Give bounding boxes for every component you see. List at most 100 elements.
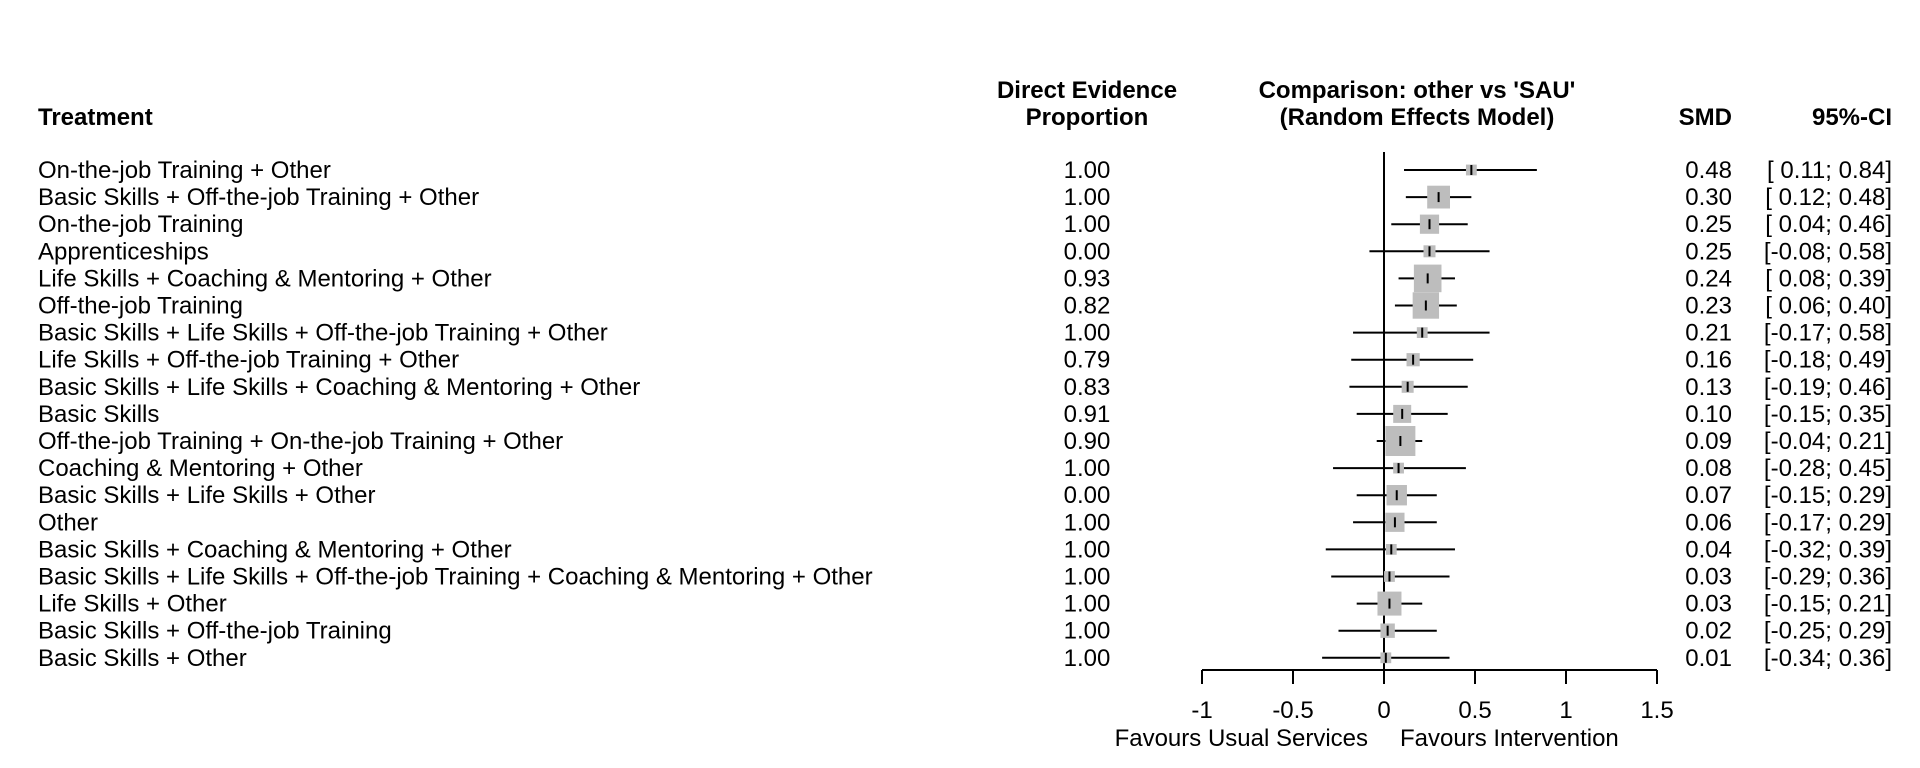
smd-value: 0.30 [1685, 184, 1732, 211]
ci-value: [ 0.08; 0.39] [1765, 265, 1892, 292]
ci-value: [-0.04; 0.21] [1764, 428, 1892, 455]
smd-value: 0.03 [1685, 591, 1732, 618]
direct-evidence-proportion: 1.00 [1064, 509, 1111, 536]
header-ci: 95%-CI [1812, 104, 1892, 131]
direct-evidence-proportion: 0.91 [1064, 401, 1111, 428]
smd-value: 0.08 [1685, 455, 1732, 482]
forest-row: Basic Skills + Life Skills + Coaching & … [38, 374, 1892, 401]
direct-evidence-proportion: 1.00 [1064, 211, 1111, 238]
header-proportion-line1: Direct Evidence [997, 77, 1177, 104]
direct-evidence-proportion: 1.00 [1064, 591, 1111, 618]
direct-evidence-proportion: 0.82 [1064, 293, 1111, 320]
treatment-label: Coaching & Mentoring + Other [38, 455, 363, 482]
forest-row: Life Skills + Off-the-job Training + Oth… [38, 347, 1892, 374]
treatment-label: On-the-job Training + Other [38, 157, 331, 184]
direct-evidence-proportion: 1.00 [1064, 645, 1111, 672]
ci-value: [-0.15; 0.29] [1764, 482, 1892, 509]
header-comparison-line1: Comparison: other vs 'SAU' [1259, 77, 1576, 104]
ci-value: [ 0.12; 0.48] [1765, 184, 1892, 211]
forest-row: Off-the-job Training + On-the-job Traini… [38, 426, 1892, 456]
smd-value: 0.07 [1685, 482, 1732, 509]
smd-value: 0.21 [1685, 320, 1732, 347]
smd-value: 0.48 [1685, 157, 1732, 184]
treatment-label: On-the-job Training [38, 211, 243, 238]
ci-value: [ 0.04; 0.46] [1765, 211, 1892, 238]
direct-evidence-proportion: 0.93 [1064, 265, 1111, 292]
treatment-label: Off-the-job Training + On-the-job Traini… [38, 428, 563, 455]
forest-row: Basic Skills + Other 1.00 0.01 [-0.34; 0.36… [38, 645, 1892, 672]
ci-value: [-0.08; 0.58] [1764, 238, 1892, 265]
x-axis-tick-label: 0 [1377, 697, 1390, 724]
x-axis-tick-label: -1 [1191, 697, 1212, 724]
direct-evidence-proportion: 1.00 [1064, 564, 1111, 591]
smd-value: 0.23 [1685, 293, 1732, 320]
ci-value: [-0.19; 0.46] [1764, 374, 1892, 401]
smd-value: 0.09 [1685, 428, 1732, 455]
favours-intervention-label: Favours Intervention [1400, 725, 1619, 752]
forest-row: On-the-job Training + Other 1.00 0.48 [ 0.1… [38, 157, 1892, 184]
x-axis-tick-label: 1.5 [1640, 697, 1673, 724]
forest-row: Basic Skills + Life Skills + Other 0.00 0.… [38, 482, 1892, 509]
forest-row: Basic Skills 0.91 0.10 [-0.15; 0.35] [38, 401, 1892, 428]
ci-value: [-0.17; 0.29] [1764, 509, 1892, 536]
forest-row: Coaching & Mentoring + Other 1.00 0.08 [-0.… [38, 455, 1892, 482]
header-proportion-line2: Proportion [1026, 104, 1149, 131]
ci-value: [-0.15; 0.35] [1764, 401, 1892, 428]
smd-value: 0.10 [1685, 401, 1732, 428]
header-comparison-line2: (Random Effects Model) [1280, 104, 1555, 131]
forest-row: Basic Skills + Life Skills + Off-the-job… [38, 320, 1892, 347]
direct-evidence-proportion: 0.90 [1064, 428, 1111, 455]
ci-value: [-0.34; 0.36] [1764, 645, 1892, 672]
direct-evidence-proportion: 1.00 [1064, 618, 1111, 645]
forest-row: Life Skills + Coaching & Mentoring + Oth… [38, 264, 1892, 292]
smd-value: 0.04 [1685, 536, 1732, 563]
direct-evidence-proportion: 0.83 [1064, 374, 1111, 401]
x-axis-tick-label: 1 [1559, 697, 1572, 724]
favours-usual-services-label: Favours Usual Services [1115, 725, 1368, 752]
smd-value: 0.13 [1685, 374, 1732, 401]
ci-value: [ 0.06; 0.40] [1765, 293, 1892, 320]
smd-value: 0.25 [1685, 238, 1732, 265]
smd-value: 0.25 [1685, 211, 1732, 238]
forest-row: Basic Skills + Coaching & Mentoring + Ot… [38, 536, 1892, 563]
treatment-label: Basic Skills + Life Skills + Off-the-job… [38, 564, 873, 591]
x-axis-tick-label: 0.5 [1458, 697, 1491, 724]
treatment-label: Life Skills + Other [38, 591, 227, 618]
direct-evidence-proportion: 0.00 [1064, 238, 1111, 265]
ci-value: [-0.28; 0.45] [1764, 455, 1892, 482]
forest-row: Basic Skills + Off-the-job Training + Ot… [38, 184, 1892, 211]
treatment-label: Apprenticeships [38, 238, 209, 265]
ci-value: [-0.18; 0.49] [1764, 347, 1892, 374]
forest-row: Other 1.00 0.06 [-0.17; 0.29] [38, 509, 1892, 536]
treatment-label: Basic Skills + Life Skills + Other [38, 482, 375, 509]
smd-value: 0.24 [1685, 265, 1732, 292]
direct-evidence-proportion: 1.00 [1064, 320, 1111, 347]
ci-value: [-0.17; 0.58] [1764, 320, 1892, 347]
treatment-label: Basic Skills + Other [38, 645, 247, 672]
smd-value: 0.03 [1685, 564, 1732, 591]
direct-evidence-proportion: 1.00 [1064, 455, 1111, 482]
header-treatment: Treatment [38, 104, 153, 131]
ci-value: [-0.25; 0.29] [1764, 618, 1892, 645]
treatment-label: Off-the-job Training [38, 293, 243, 320]
x-axis: -1 -0.5 0 0.5 1 1.5 Favours Usual Services Favo… [1115, 669, 1674, 752]
treatment-label: Life Skills + Off-the-job Training + Oth… [38, 347, 459, 374]
direct-evidence-proportion: 0.79 [1064, 347, 1111, 374]
treatment-label: Basic Skills [38, 401, 159, 428]
direct-evidence-proportion: 1.00 [1064, 157, 1111, 184]
treatment-label: Basic Skills + Off-the-job Training [38, 618, 392, 645]
forest-row: Life Skills + Other 1.00 0.03 [-0.15; 0.21] [38, 591, 1892, 618]
forest-row: On-the-job Training 1.00 0.25 [ 0.04; 0.46] [38, 211, 1892, 238]
smd-value: 0.02 [1685, 618, 1732, 645]
ci-value: [-0.15; 0.21] [1764, 591, 1892, 618]
ci-value: [ 0.11; 0.84] [1767, 157, 1892, 184]
smd-value: 0.06 [1685, 509, 1732, 536]
x-axis-tick-label: -0.5 [1272, 697, 1313, 724]
ci-value: [-0.29; 0.36] [1764, 564, 1892, 591]
direct-evidence-proportion: 0.00 [1064, 482, 1111, 509]
treatment-label: Basic Skills + Life Skills + Off-the-job… [38, 320, 608, 347]
forest-rows: On-the-job Training + Other 1.00 0.48 [ 0.1… [38, 152, 1892, 672]
treatment-label: Other [38, 509, 98, 536]
treatment-label: Basic Skills + Off-the-job Training + Ot… [38, 184, 479, 211]
